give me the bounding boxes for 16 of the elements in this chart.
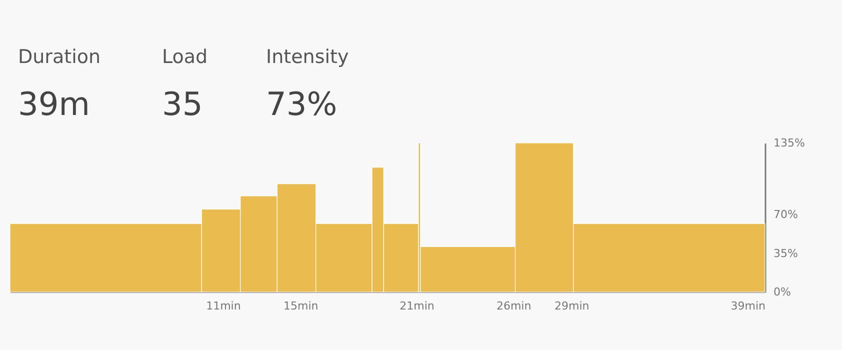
y-tick-label: 35% — [774, 246, 798, 260]
y-tick-label: 0% — [774, 286, 791, 298]
x-tick-label: 21min — [400, 300, 434, 312]
text: 39m — [18, 85, 90, 123]
x-tick-label: 15min — [284, 300, 318, 312]
text: 35 — [162, 85, 203, 123]
text: Duration — [18, 46, 101, 68]
x-tick-label: 29min — [554, 300, 590, 312]
x-tick-label: 11min — [206, 300, 241, 312]
x-tick-label: 39min — [730, 300, 766, 312]
text: Intensity — [266, 46, 349, 68]
text: 73% — [266, 85, 338, 123]
text: Load — [162, 46, 208, 68]
y-tick-label: 70% — [774, 208, 798, 222]
x-tick-label: 26min — [496, 300, 532, 312]
y-tick-label: 135% — [774, 136, 805, 150]
